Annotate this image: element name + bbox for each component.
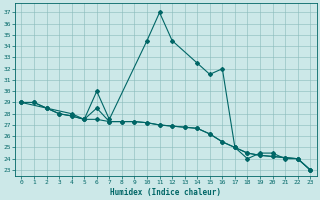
X-axis label: Humidex (Indice chaleur): Humidex (Indice chaleur) [110,188,221,197]
